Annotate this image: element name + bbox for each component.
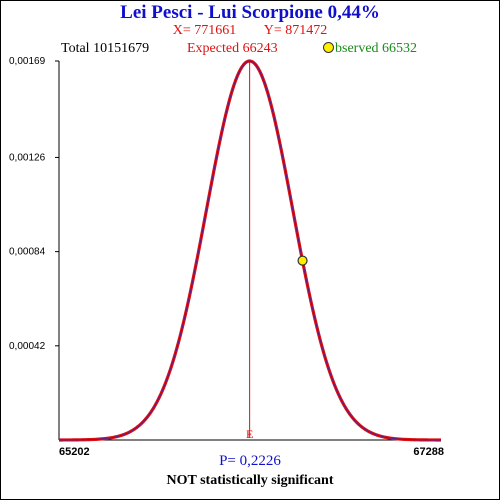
observed-count: bserved 66532	[335, 41, 418, 56]
y-tick-label: 0,00126	[9, 152, 46, 163]
y-tick-label: 0,00042	[9, 341, 46, 352]
distribution-curve-core	[58, 60, 441, 441]
p-value: P= 0,2226	[219, 453, 281, 469]
x-tick-label-max: 67288	[413, 446, 444, 458]
observed-legend: bserved 66532	[323, 41, 417, 57]
expected-marker-label: E	[246, 427, 253, 441]
chart-title: Lei Pesci - Lui Scorpione 0,44%	[120, 2, 380, 23]
observed-point	[297, 255, 308, 266]
x-count: X= 771661	[172, 23, 237, 38]
total-count: Total 10151679	[61, 41, 150, 56]
y-tick-label: 0,00169	[9, 56, 46, 67]
x-tick-label-min: 65202	[59, 446, 90, 458]
coordinates-line: X= 771661 Y= 871472	[1, 23, 499, 39]
significance-text: NOT statistically significant	[166, 473, 334, 488]
observed-marker-icon	[323, 42, 334, 53]
expected-count: Expected 66243	[187, 41, 278, 56]
y-tick-label: 0,00084	[9, 247, 46, 258]
y-count: Y= 871472	[263, 23, 328, 38]
